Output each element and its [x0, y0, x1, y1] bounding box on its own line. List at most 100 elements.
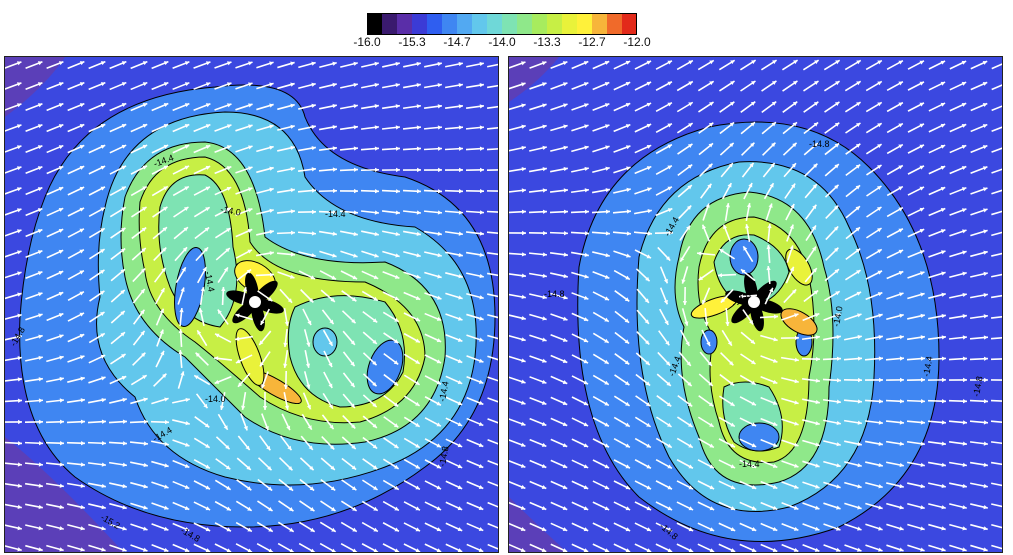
vector-arrowhead [264, 425, 269, 431]
contour-label: -14.4 [325, 209, 346, 219]
vector-arrowhead [920, 441, 925, 446]
vector-arrowhead [877, 165, 882, 170]
vector-arrowhead [269, 251, 274, 256]
vector-arrowhead [542, 82, 547, 87]
vector-arrowhead [835, 60, 840, 65]
vector-arrowhead [688, 422, 693, 427]
vector-arrowhead [793, 505, 799, 510]
vector-arrowhead [542, 295, 547, 300]
vector-arrowhead [311, 231, 316, 236]
vector-arrowhead [101, 441, 106, 446]
vector-arrowhead [269, 124, 274, 129]
vector-arrowhead [394, 464, 399, 469]
vector-arrowhead [584, 166, 589, 172]
vector-arrowhead [458, 104, 463, 109]
vector-arrowhead [241, 405, 246, 410]
vector-arrowhead [941, 335, 946, 340]
vector-arrowhead [605, 231, 610, 236]
vector-arrowhead [479, 358, 484, 363]
vector-arrow [991, 105, 1002, 112]
vector-arrowhead [332, 231, 337, 236]
vector-arrowhead [521, 337, 526, 342]
vector-arrowhead [687, 143, 693, 148]
vector-arrowhead [772, 379, 778, 384]
contour-label: -14.4 [739, 459, 760, 469]
vector-arrowhead [542, 252, 547, 257]
vector-arrowhead [37, 250, 43, 255]
vector-arrowhead [983, 229, 988, 234]
vector-arrowhead [478, 527, 484, 531]
vector-arrowhead [645, 402, 651, 407]
vector-arrowhead [328, 404, 333, 409]
vector-arrowhead [290, 274, 295, 279]
vector-arrowhead [283, 363, 288, 368]
vector-arrowhead [373, 275, 379, 280]
vector-arrowhead [812, 268, 817, 273]
vector-arrowhead [351, 318, 356, 324]
vector-arrowhead [80, 441, 85, 446]
vector-arrowhead [269, 61, 274, 66]
vector-arrowhead [605, 188, 610, 193]
vector-arrowhead [856, 123, 861, 127]
vector-arrowhead [306, 342, 311, 347]
vector-arrowhead [351, 465, 357, 470]
vector-arrowhead [667, 527, 673, 532]
vector-arrowhead [769, 183, 774, 188]
vector-arrowhead [815, 463, 820, 468]
vector-arrowhead [647, 231, 652, 236]
vector-arrowhead [436, 380, 441, 385]
vector-arrowhead [605, 166, 610, 171]
vector-arrowhead [898, 249, 904, 254]
vector-arrowhead [162, 373, 167, 378]
vector-arrowhead [219, 405, 225, 410]
vector-arrowhead [100, 249, 105, 254]
vector-arrowhead [542, 358, 547, 363]
vector-arrowhead [562, 443, 568, 448]
vector-arrowhead [142, 103, 148, 108]
vector-arrowhead [243, 425, 248, 431]
vector-arrowhead [645, 276, 650, 282]
vector-arrowhead [899, 420, 904, 425]
vector-arrowhead [331, 548, 336, 552]
vector-arrowhead [394, 485, 399, 490]
vector-arrowhead [374, 125, 379, 130]
vector-arrowhead [79, 228, 84, 233]
vector-arrow [991, 168, 1002, 174]
vector-arrowhead [520, 505, 526, 510]
vector-arrowhead [520, 526, 526, 531]
vector-arrowhead [983, 420, 988, 425]
vector-arrowhead [688, 102, 693, 107]
vector-arrowhead [479, 252, 484, 257]
vector-arrowhead [164, 397, 169, 402]
vector-arrowhead [940, 144, 946, 149]
vector-arrowhead [644, 298, 649, 303]
vector-arrowhead [330, 465, 335, 470]
vector-arrow [991, 252, 1002, 257]
vector-arrowhead [163, 547, 169, 552]
vector-arrow [487, 522, 498, 529]
vector-arrowhead [415, 506, 420, 511]
vector-arrowhead [415, 422, 420, 427]
vector-arrowhead [437, 295, 442, 300]
vector-arrowhead [940, 186, 946, 191]
vector-arrowhead [795, 335, 799, 341]
vector-arrowhead [542, 124, 547, 129]
vector-arrowhead [647, 208, 652, 214]
colorbar-swatch [622, 13, 637, 35]
vector-arrowhead [311, 167, 316, 172]
vector-arrowhead [457, 527, 463, 532]
vector-arrowhead [59, 483, 64, 488]
vector-arrowhead [681, 279, 686, 284]
vector-arrowhead [184, 548, 190, 552]
vector-arrowhead [143, 484, 148, 489]
vector-arrowhead [771, 80, 777, 85]
vector-arrowhead [226, 145, 232, 150]
contour-label: -14.8 [544, 289, 565, 299]
vector-arrowhead [604, 274, 610, 279]
vector-arrowhead [478, 379, 484, 384]
vector-arrowhead [920, 420, 925, 425]
vector-arrowhead [748, 182, 753, 188]
vector-arrowhead [458, 295, 463, 300]
vector-arrowhead [604, 485, 610, 490]
vector-arrowhead [352, 548, 357, 552]
